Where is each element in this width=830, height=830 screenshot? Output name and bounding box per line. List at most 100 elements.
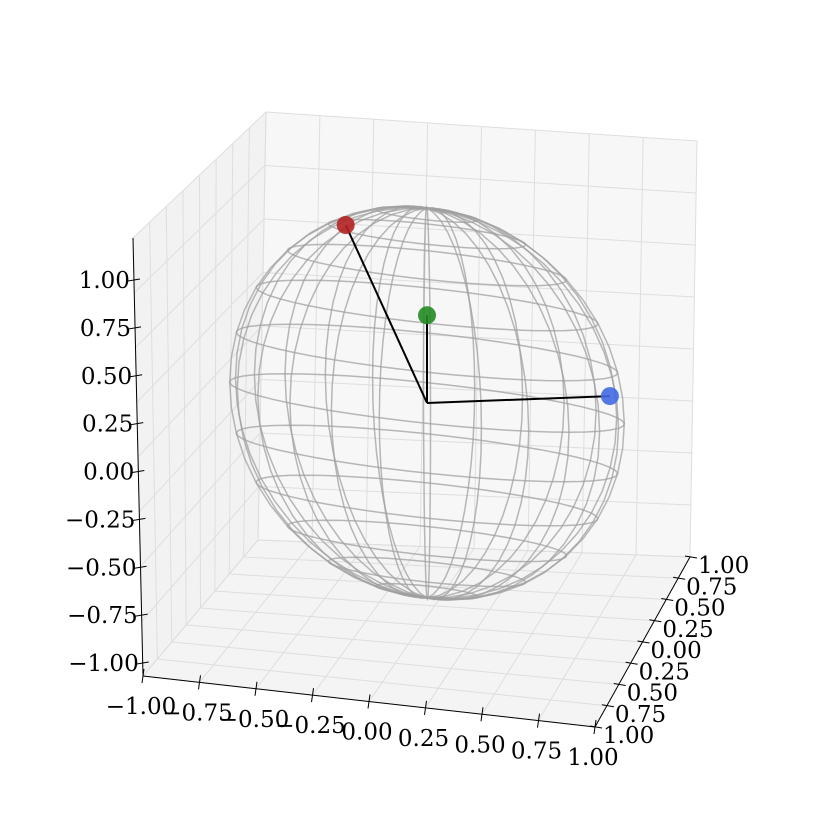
data-point-0 bbox=[336, 216, 355, 235]
z-tick-label: −0.75 bbox=[67, 603, 137, 629]
grid-line-back-vertical bbox=[635, 137, 644, 555]
y-tick-mark bbox=[661, 598, 674, 601]
grid-line-left-horizontal bbox=[133, 165, 266, 294]
sphere-longitude-line bbox=[422, 204, 428, 599]
sphere-longitude-line bbox=[284, 205, 428, 599]
y-tick-mark bbox=[684, 555, 698, 559]
sphere-longitude-line bbox=[426, 207, 530, 601]
grid-line-left-horizontal bbox=[135, 218, 265, 348]
grid-line-floor-width bbox=[214, 590, 655, 622]
y-tick-label: 1.00 bbox=[603, 723, 654, 749]
x-tick-label: −0.50 bbox=[219, 707, 289, 733]
sphere-longitude-line bbox=[289, 207, 428, 599]
grid-line-left-horizontal bbox=[136, 272, 264, 403]
y-tick-label: 0.25 bbox=[639, 659, 690, 685]
sphere-longitude-line bbox=[426, 207, 524, 599]
sphere-wireframe bbox=[228, 204, 626, 602]
y-tick-label: 0.25 bbox=[662, 617, 713, 643]
z-tick-label: −1.00 bbox=[68, 651, 138, 677]
y-tick-label: 0.75 bbox=[615, 702, 666, 728]
x-tick-mark bbox=[198, 675, 201, 690]
y-tick-label: 0.50 bbox=[674, 596, 725, 622]
sphere-longitude-line bbox=[371, 205, 428, 599]
x-tick-label: 0.25 bbox=[398, 726, 449, 752]
sphere-longitude-line bbox=[324, 205, 428, 599]
x-tick-mark bbox=[311, 688, 314, 703]
x-tick-label: 0.00 bbox=[341, 720, 392, 746]
y-tick-mark bbox=[589, 725, 603, 729]
grid-line-left-horizontal bbox=[132, 111, 267, 239]
x-tick-mark bbox=[480, 707, 484, 722]
z-axis-line bbox=[132, 237, 144, 677]
grid-line-left-vertical bbox=[199, 174, 201, 609]
y-tick-mark bbox=[649, 619, 662, 623]
grid-line-floor-depth bbox=[538, 554, 637, 721]
state-vector-2 bbox=[426, 395, 610, 404]
z-tick-mark bbox=[131, 422, 144, 426]
state-vectors bbox=[344, 224, 610, 404]
grid-line-back-horizontal bbox=[265, 111, 698, 142]
z-tick-label: 0.50 bbox=[81, 364, 132, 390]
z-tick-label: 0.75 bbox=[80, 316, 131, 342]
x-tick-label: 0.50 bbox=[454, 732, 505, 758]
y-tick-label: 1.00 bbox=[698, 553, 749, 579]
z-tick-label: 0.25 bbox=[82, 412, 133, 438]
grid-line-back-vertical bbox=[689, 140, 698, 558]
grid-line-left-vertical bbox=[257, 111, 267, 541]
z-tick-label: −0.25 bbox=[65, 507, 135, 533]
sphere-longitude-line bbox=[426, 207, 565, 599]
x-tick-label: −0.25 bbox=[275, 713, 345, 739]
y-tick-mark bbox=[613, 683, 626, 686]
z-tick-label: 0.00 bbox=[83, 460, 134, 486]
y-tick-mark bbox=[673, 576, 686, 580]
data-point-1 bbox=[418, 306, 436, 325]
z-tick-mark bbox=[127, 278, 141, 282]
left-pane bbox=[133, 112, 266, 676]
grid-line-left-vertical bbox=[243, 127, 250, 558]
z-tick-label: 1.00 bbox=[79, 268, 130, 294]
sphere-longitude-line bbox=[426, 207, 626, 600]
x-tick-mark bbox=[367, 694, 371, 709]
x-tick-label: −0.75 bbox=[162, 700, 232, 726]
y-tick-label: 0.00 bbox=[651, 638, 702, 664]
x-tick-label: 0.75 bbox=[511, 739, 562, 765]
floor-pane bbox=[143, 540, 690, 727]
y-tick-mark bbox=[601, 704, 614, 708]
z-tick-mark bbox=[132, 470, 145, 473]
y-tick-mark bbox=[625, 661, 638, 665]
z-tick-mark bbox=[128, 326, 142, 330]
grid-line-left-vertical bbox=[214, 159, 217, 592]
sphere-longitude-line bbox=[426, 207, 483, 601]
x-tick-mark bbox=[254, 681, 258, 696]
y-tick-mark bbox=[637, 640, 650, 644]
z-tick-mark bbox=[135, 613, 148, 617]
x-tick-mark bbox=[424, 700, 427, 715]
sphere-longitude-line bbox=[234, 205, 428, 599]
sphere-longitude-line bbox=[426, 207, 601, 601]
x-tick-mark bbox=[537, 713, 540, 728]
tick-marks bbox=[127, 278, 698, 735]
grid-line-floor-width bbox=[243, 556, 679, 579]
y-tick-label: 0.50 bbox=[627, 681, 678, 707]
z-tick-mark bbox=[130, 374, 143, 378]
grid-line-back-horizontal bbox=[264, 165, 697, 194]
z-tick-mark bbox=[136, 661, 149, 665]
state-vector-0 bbox=[344, 224, 428, 404]
z-tick-label: −0.50 bbox=[66, 555, 136, 581]
x-tick-mark bbox=[141, 668, 145, 684]
x-tick-label: 1.00 bbox=[567, 745, 618, 771]
data-point-2 bbox=[600, 387, 619, 406]
tick-labels: −1.00−0.75−0.50−0.250.00 0.25 0.50 0.75 1.00… bbox=[65, 268, 749, 771]
grid-line-floor-width bbox=[200, 607, 643, 643]
grid-line-floor-depth bbox=[481, 552, 583, 715]
sphere-longitude-line bbox=[378, 207, 428, 600]
data-points bbox=[336, 216, 619, 406]
y-tick-label: 0.75 bbox=[686, 574, 737, 600]
sphere-longitude-line bbox=[426, 206, 476, 599]
z-tick-mark bbox=[133, 517, 146, 521]
grid-line-floor-width bbox=[257, 539, 691, 558]
x-tick-label: −1.00 bbox=[106, 694, 176, 720]
sphere-longitude-line bbox=[426, 207, 570, 601]
sphere-longitude-line bbox=[426, 207, 432, 602]
